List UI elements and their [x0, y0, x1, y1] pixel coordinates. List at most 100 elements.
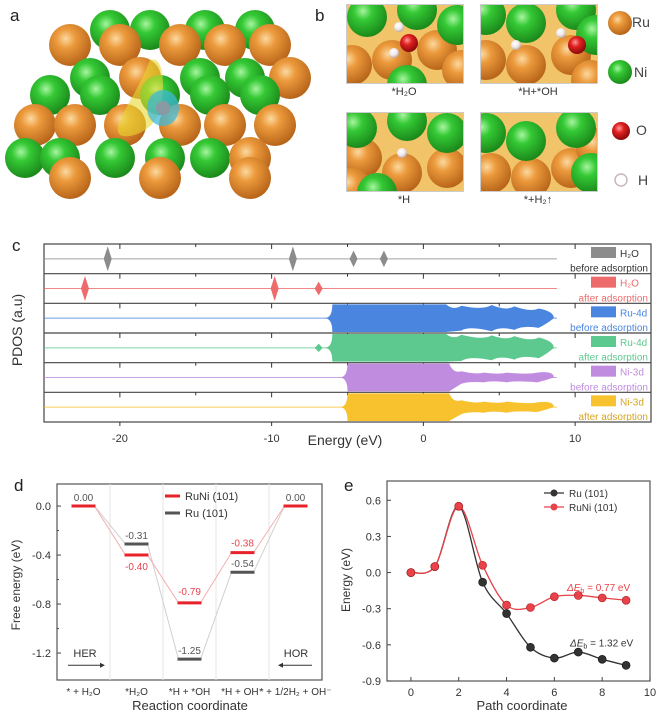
path-energy-point: [550, 653, 559, 663]
ru-atom: [159, 24, 201, 66]
pdos-xtick-label: 0: [420, 433, 426, 445]
panel-a-letter: a: [10, 6, 20, 25]
path-energy-ytick-label: 0.6: [366, 495, 381, 507]
free-energy-legend-label: Ru (101): [185, 508, 228, 520]
hor-label: HOR: [284, 648, 309, 660]
path-energy-frame: [386, 480, 651, 682]
o-atom: [568, 36, 586, 54]
h-atom: [511, 40, 521, 50]
ni-atom: [347, 5, 387, 37]
panel-d-letter: d: [14, 476, 24, 495]
path-energy-chart: Energy (eV) Path coordinate 0 2 4 6 8 10 0.6 0.…: [339, 480, 656, 713]
free-energy-value-label: -0.40: [125, 562, 148, 573]
pdos-peak: [103, 246, 112, 272]
free-energy-value-label: -0.79: [178, 587, 201, 598]
path-energy-ytick-label: -0.9: [362, 676, 381, 688]
ru-atom: [204, 104, 246, 146]
ru-barrier-annotation: ΔEb = 1.32 eV: [569, 638, 633, 650]
atom-legend-markers: [608, 11, 632, 187]
ru-atom: [506, 45, 546, 83]
free-energy-connector: [94, 505, 126, 556]
ni-atom: [427, 113, 463, 153]
ni-atom: [347, 113, 377, 148]
legend-ru-label: Ru: [632, 14, 650, 30]
ni-atom: [506, 5, 546, 43]
path-energy-point: [597, 655, 607, 664]
state-h2-release-image: [480, 112, 598, 192]
pdos-band: [339, 393, 554, 421]
pdos-peak: [270, 276, 279, 301]
path-energy-xtick-label: 6: [551, 687, 557, 699]
free-energy-ytick-label: -0.4: [32, 550, 51, 562]
pdos-legend-swatch: [591, 306, 616, 318]
panel-a-structure: [5, 10, 311, 199]
ru-atom: [442, 50, 463, 83]
state-caption: *+H₂↑: [523, 194, 553, 206]
h-atom-icon: [614, 173, 628, 187]
pdos-xlabel: Energy (eV): [308, 432, 383, 448]
free-energy-connector: [200, 572, 232, 660]
free-energy-xlabel: Reaction coordinate: [132, 698, 248, 713]
path-energy-legend-label: RuNi (101): [569, 503, 617, 514]
h-atom: [556, 28, 566, 38]
path-energy-point: [478, 561, 487, 570]
pdos-xtick-label: -20: [112, 433, 128, 445]
free-energy-value-label: -0.31: [125, 531, 148, 542]
pdos-peak: [349, 250, 358, 268]
free-energy-value-label: 0.00: [286, 493, 306, 504]
free-energy-ylabel: Free energy (eV): [9, 540, 23, 631]
path-energy-point: [502, 609, 511, 618]
path-energy-point: [454, 502, 464, 511]
legend-ni-label: Ni: [634, 64, 648, 80]
path-energy-point: [621, 595, 631, 605]
free-energy-value-label: -0.38: [231, 539, 254, 550]
ni-atom: [95, 138, 135, 178]
ni-atom: [506, 121, 546, 161]
pdos-legend-name: Ru-4d: [620, 338, 647, 349]
pdos-legend-name: H₂O: [620, 279, 639, 290]
free-energy-category-label: * + H₂O: [66, 687, 100, 698]
runi-barrier-annotation: ΔEb = 0.77 eV: [566, 583, 630, 595]
pdos-legend-sublabel: before adsorption: [570, 264, 648, 275]
ru-atom: [49, 157, 91, 199]
pdos-legend-swatch: [591, 365, 616, 377]
ni-atom: [387, 113, 427, 141]
pdos-xtick-label: 10: [569, 433, 581, 445]
pdos-ylabel: PDOS (a.u): [9, 294, 25, 366]
path-energy-xtick-label: 8: [599, 687, 605, 699]
ru-atom: [249, 24, 291, 66]
ni-atom: [357, 173, 397, 191]
ru-atom: [99, 24, 141, 66]
pdos-peak: [314, 281, 323, 296]
pdos-peak: [314, 343, 323, 352]
path-energy-point: [406, 568, 416, 577]
pdos-legend-swatch: [591, 276, 616, 288]
pdos-legend-name: Ru-4d: [620, 308, 647, 319]
ni-atom: [481, 5, 506, 35]
ru-atom: [427, 148, 463, 188]
free-energy-chart: Free energy (eV) Reaction coordinate 0.0…: [9, 483, 331, 713]
adsorbate-atom: [156, 101, 170, 115]
path-energy-point: [573, 591, 583, 600]
state-h-oh-image: [480, 4, 598, 84]
pdos-legend-sublabel: after adsorption: [579, 293, 649, 304]
path-energy-xlabel: Path coordinate: [476, 698, 567, 713]
ni-atom: [437, 5, 463, 45]
free-energy-value-label: -1.25: [178, 646, 201, 657]
pdos-xtick-label: -10: [264, 433, 280, 445]
path-energy-ylabel: Energy (eV): [339, 548, 353, 612]
pdos-peak: [80, 276, 89, 301]
ni-atom: [5, 138, 45, 178]
ru-atom: [204, 24, 246, 66]
free-energy-connector: [147, 554, 179, 604]
legend-o-label: O: [636, 122, 647, 138]
state-caption: *H: [397, 194, 411, 206]
path-energy-point: [573, 647, 583, 657]
free-energy-category-label: *H + OH⁻: [221, 687, 264, 698]
ru-atom: [347, 138, 382, 178]
path-energy-ytick-label: 0.3: [366, 531, 381, 543]
pdos-legend-swatch: [591, 395, 616, 407]
h-atom: [389, 48, 399, 58]
ni-atom: [190, 138, 230, 178]
pdos-legend-sublabel: before adsorption: [570, 323, 648, 334]
